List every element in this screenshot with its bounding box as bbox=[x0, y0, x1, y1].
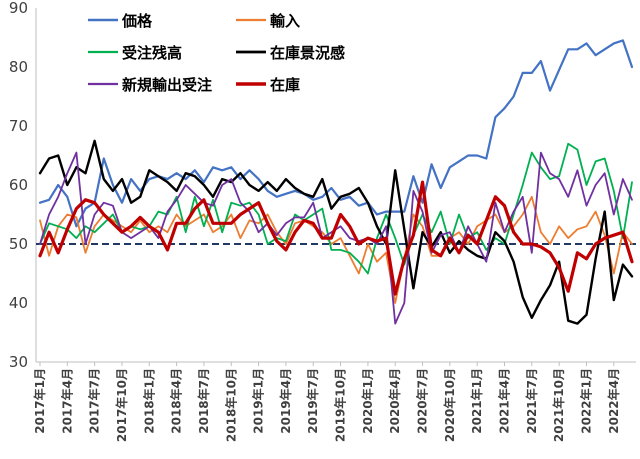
legend-label-1: 輸入 bbox=[270, 12, 300, 30]
x-tick-label: 2019年7月 bbox=[305, 368, 320, 434]
series-line-1 bbox=[39, 195, 633, 304]
x-tick-label: 2022年4月 bbox=[606, 368, 621, 434]
y-tick-label: 80 bbox=[9, 58, 28, 76]
x-tick-label: 2021年10月 bbox=[551, 368, 566, 442]
y-tick-label: 90 bbox=[9, 0, 28, 17]
legend-label-5: 在庫 bbox=[270, 76, 300, 94]
legend-label-3: 在庫景況感 bbox=[270, 44, 345, 62]
y-tick-label: 60 bbox=[9, 176, 28, 194]
series-line-3 bbox=[38, 139, 634, 325]
x-tick-label: 2018年7月 bbox=[196, 368, 211, 434]
y-tick-label: 70 bbox=[9, 117, 28, 135]
x-tick-label: 2019年4月 bbox=[278, 368, 293, 434]
x-tick-label: 2020年7月 bbox=[415, 368, 430, 434]
x-tick-label: 2019年10月 bbox=[333, 368, 348, 442]
series-line-0 bbox=[38, 39, 634, 228]
legend-label-2: 受注残高 bbox=[122, 44, 182, 62]
x-tick-label: 2021年1月 bbox=[469, 368, 484, 434]
y-tick-label: 40 bbox=[9, 294, 28, 312]
x-tick-label: 2017年7月 bbox=[87, 368, 102, 434]
x-tick-label: 2019年1月 bbox=[251, 368, 266, 434]
x-tick-label: 2021年7月 bbox=[524, 368, 539, 434]
y-tick-label: 30 bbox=[9, 353, 28, 371]
series-line-2 bbox=[39, 142, 633, 275]
x-tick-label: 2018年10月 bbox=[223, 368, 238, 442]
axes: 30 40 50 60 70 80 90 2017年1月 2017年4月 2017年7月 2017年… bbox=[9, 0, 636, 442]
x-tick-label: 2020年4月 bbox=[387, 368, 402, 434]
x-tick-label: 2020年1月 bbox=[360, 368, 375, 434]
x-tick-label: 2021年4月 bbox=[496, 368, 511, 434]
x-tick-label: 2017年1月 bbox=[32, 368, 47, 434]
legend-label-4: 新規輸出受注 bbox=[122, 76, 212, 94]
x-tick-label: 2022年1月 bbox=[578, 368, 593, 434]
y-tick-label: 50 bbox=[9, 235, 28, 253]
x-tick-label: 2017年10月 bbox=[114, 368, 129, 442]
series-lines bbox=[38, 39, 634, 325]
series-line-5 bbox=[38, 180, 634, 296]
x-tick-label: 2018年1月 bbox=[141, 368, 156, 434]
x-tick-label: 2018年4月 bbox=[169, 368, 184, 434]
legend-label-0: 価格 bbox=[121, 12, 153, 30]
x-tick-label: 2020年10月 bbox=[442, 368, 457, 442]
x-tick-label: 2017年4月 bbox=[59, 368, 74, 434]
